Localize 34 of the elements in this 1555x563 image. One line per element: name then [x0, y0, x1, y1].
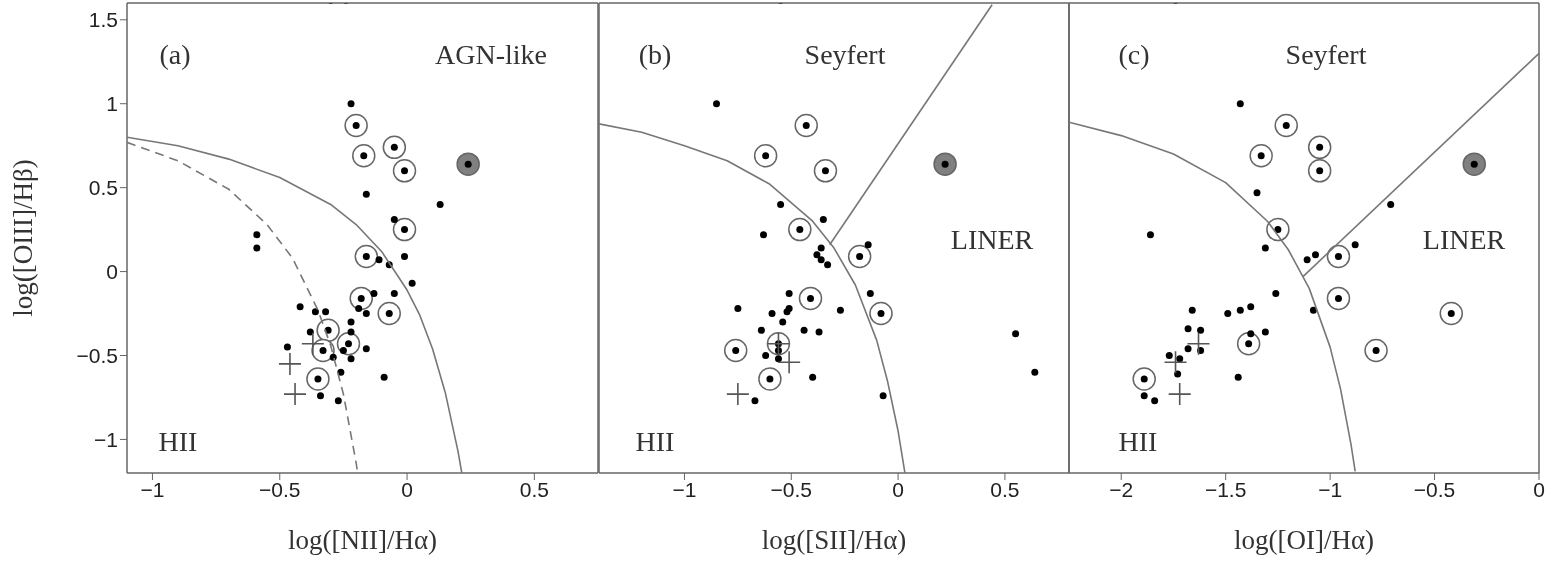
- annotation: HII: [635, 426, 675, 457]
- y-tick-label: 1: [106, 92, 118, 116]
- x-tick-label: 0: [401, 477, 413, 501]
- annotation: (c): [1118, 39, 1150, 70]
- x-axis-title: log([SII]/Hα): [761, 525, 907, 555]
- x-tick-label: 0: [892, 477, 904, 501]
- y-axis-title: log([OIII]/Hβ): [7, 159, 38, 317]
- y-tick-label: 1.5: [88, 8, 118, 32]
- x-tick-label: −1: [140, 477, 165, 501]
- x-axis-title: log([OI]/Hα): [1233, 525, 1375, 555]
- x-tick-label: −2: [1109, 477, 1134, 501]
- annotation: HII: [158, 426, 198, 457]
- x-axis-title: log([NII]/Hα): [287, 525, 438, 555]
- annotation: Seyfert: [1285, 39, 1367, 70]
- annotation: HII: [1118, 426, 1158, 457]
- annotation: Seyfert: [804, 39, 886, 70]
- x-tick-label: 0: [1533, 477, 1545, 501]
- annotation: (b): [638, 39, 672, 70]
- y-tick-label: −1: [94, 427, 118, 451]
- x-tick-label: −1.5: [1204, 477, 1247, 501]
- x-tick-label: 0.5: [519, 477, 549, 501]
- y-tick-label: −0.5: [76, 343, 118, 367]
- x-tick-label: −1: [672, 477, 697, 501]
- annotation: LINER: [1422, 224, 1506, 255]
- y-tick-label: 0: [106, 260, 118, 284]
- x-tick-label: −1: [1318, 477, 1343, 501]
- y-tick-label: 0.5: [88, 176, 118, 200]
- annotation: LINER: [950, 224, 1034, 255]
- x-tick-label: −0.5: [1413, 477, 1456, 501]
- annotation: AGN-like: [435, 39, 547, 70]
- annotation: (a): [159, 39, 191, 70]
- x-tick-label: 0.5: [990, 477, 1020, 501]
- x-tick-label: −0.5: [259, 477, 301, 501]
- x-tick-label: −0.5: [770, 477, 813, 501]
